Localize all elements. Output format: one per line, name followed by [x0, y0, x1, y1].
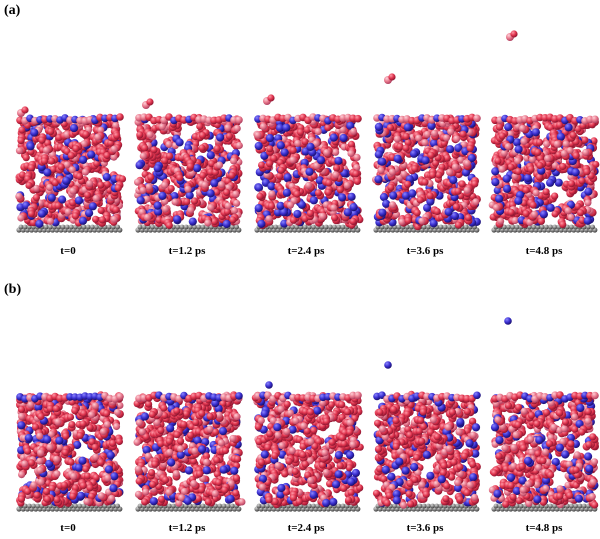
snapshot-b-5: [488, 317, 599, 512]
snapshot-a-5: [488, 30, 600, 233]
frame-label-b-3: t=2.4 ps: [287, 522, 325, 534]
escaping-atom: [384, 361, 392, 369]
snapshot-a-2: [134, 98, 243, 233]
frame-label-a-1: t=0: [60, 245, 76, 257]
escaping-atom: [265, 381, 273, 389]
panel-a-label: (a): [4, 3, 21, 18]
snapshot-b-3: [251, 381, 364, 512]
escaping-atom: [504, 317, 512, 325]
snapshot-a-4: [372, 73, 481, 233]
frame-label-b-1: t=0: [60, 522, 76, 534]
snapshot-b-4: [372, 361, 481, 512]
frame-label-b-2: t=1.2 ps: [168, 522, 206, 534]
frame-label-a-3: t=2.4 ps: [287, 245, 325, 257]
frame-label-b-4: t=3.6 ps: [406, 522, 444, 534]
snapshot-a-1: [15, 106, 127, 233]
frame-label-a-5: t=4.8 ps: [525, 245, 563, 257]
snapshot-a-3: [253, 94, 364, 233]
snapshot-b-1: [16, 391, 124, 512]
snapshot-b-2: [133, 391, 246, 512]
frame-label-a-2: t=1.2 ps: [168, 245, 206, 257]
frame-label-b-5: t=4.8 ps: [525, 522, 563, 534]
panel-b-label: (b): [4, 282, 22, 297]
frame-label-a-4: t=3.6 ps: [406, 245, 444, 257]
